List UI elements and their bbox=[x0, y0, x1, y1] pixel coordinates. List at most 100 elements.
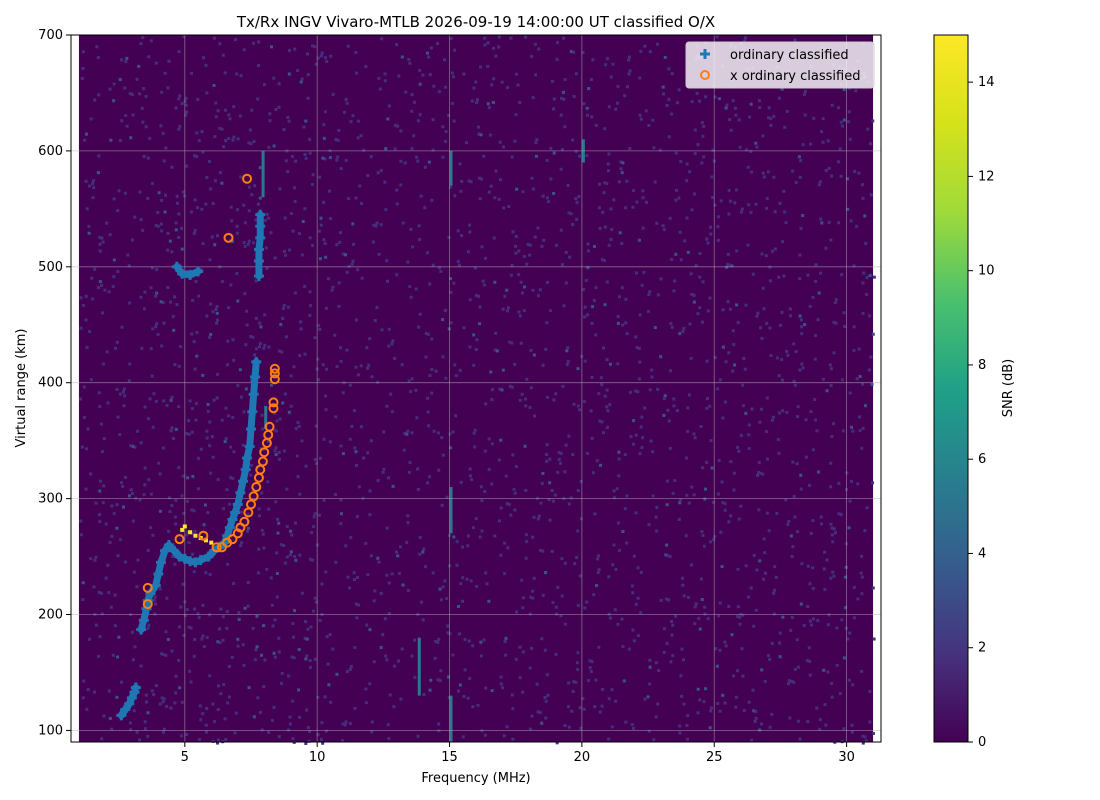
noise-speck bbox=[536, 710, 540, 714]
noise-speck bbox=[768, 657, 772, 661]
noise-speck bbox=[503, 294, 507, 298]
noise-speck bbox=[813, 398, 817, 402]
noise-speck bbox=[706, 617, 710, 621]
noise-speck bbox=[701, 134, 705, 138]
noise-speck bbox=[683, 239, 687, 243]
noise-speck bbox=[208, 258, 212, 262]
noise-speck bbox=[744, 303, 748, 307]
noise-speck bbox=[665, 641, 669, 645]
noise-speck bbox=[696, 687, 700, 691]
noise-speck bbox=[825, 558, 829, 562]
noise-speck bbox=[458, 368, 462, 372]
noise-speck bbox=[281, 401, 285, 405]
noise-speck bbox=[648, 658, 652, 662]
noise-speck bbox=[282, 249, 286, 253]
noise-speck bbox=[749, 149, 753, 153]
noise-speck bbox=[818, 728, 822, 732]
noise-speck bbox=[862, 271, 866, 275]
noise-speck bbox=[453, 363, 457, 367]
noise-speck bbox=[120, 481, 124, 485]
noise-speck bbox=[594, 123, 598, 127]
noise-speck bbox=[389, 392, 393, 396]
noise-speck bbox=[303, 207, 307, 211]
noise-speck bbox=[220, 127, 224, 131]
noise-speck bbox=[857, 171, 861, 175]
noise-speck bbox=[632, 639, 636, 643]
noise-speck bbox=[160, 696, 164, 700]
noise-speck bbox=[276, 531, 280, 535]
noise-speck bbox=[152, 598, 156, 602]
noise-speck bbox=[79, 533, 83, 537]
noise-speck bbox=[289, 374, 293, 378]
noise-speck bbox=[399, 697, 403, 701]
noise-speck bbox=[560, 96, 564, 100]
noise-speck bbox=[201, 242, 205, 246]
noise-speck bbox=[837, 221, 841, 225]
noise-speck bbox=[739, 504, 743, 508]
noise-speck bbox=[616, 622, 620, 626]
noise-speck bbox=[260, 653, 264, 657]
noise-speck bbox=[272, 651, 276, 655]
noise-speck bbox=[490, 398, 494, 402]
noise-speck bbox=[746, 165, 750, 169]
noise-speck bbox=[185, 110, 189, 114]
noise-speck bbox=[337, 128, 341, 132]
noise-speck bbox=[266, 439, 270, 443]
noise-speck bbox=[304, 119, 308, 123]
noise-speck bbox=[735, 249, 739, 253]
noise-speck bbox=[551, 79, 555, 83]
noise-speck bbox=[116, 269, 120, 273]
noise-speck bbox=[98, 249, 102, 253]
noise-speck bbox=[826, 623, 830, 627]
noise-speck bbox=[860, 554, 864, 558]
noise-speck bbox=[113, 593, 117, 597]
noise-speck bbox=[446, 624, 450, 628]
noise-speck bbox=[341, 722, 345, 726]
noise-speck bbox=[847, 120, 851, 124]
noise-speck bbox=[272, 76, 276, 80]
noise-speck bbox=[344, 720, 348, 724]
noise-speck bbox=[377, 560, 381, 564]
noise-speck bbox=[450, 101, 454, 105]
noise-speck bbox=[170, 426, 174, 430]
noise-speck bbox=[665, 103, 669, 107]
noise-speck bbox=[277, 636, 281, 640]
noise-speck bbox=[630, 723, 634, 727]
noise-speck bbox=[321, 741, 325, 745]
noise-speck bbox=[457, 263, 461, 267]
noise-speck bbox=[543, 695, 547, 699]
noise-speck bbox=[582, 315, 586, 319]
noise-speck bbox=[648, 682, 652, 686]
noise-speck bbox=[387, 104, 391, 108]
noise-speck bbox=[514, 234, 518, 238]
noise-speck bbox=[395, 43, 399, 47]
noise-speck bbox=[780, 87, 784, 91]
noise-speck bbox=[857, 347, 861, 351]
noise-speck bbox=[714, 647, 718, 651]
noise-speck bbox=[541, 471, 545, 475]
noise-speck bbox=[589, 669, 593, 673]
noise-speck bbox=[774, 575, 778, 579]
noise-speck bbox=[208, 420, 212, 424]
noise-speck bbox=[427, 475, 431, 479]
noise-speck bbox=[428, 282, 432, 286]
noise-speck bbox=[118, 433, 122, 437]
noise-speck bbox=[584, 279, 588, 283]
noise-speck bbox=[139, 218, 143, 222]
noise-speck bbox=[195, 354, 199, 358]
noise-speck bbox=[368, 682, 372, 686]
noise-speck bbox=[868, 142, 872, 146]
noise-speck bbox=[365, 346, 369, 350]
noise-speck bbox=[324, 306, 328, 310]
noise-speck bbox=[381, 470, 385, 474]
noise-speck bbox=[418, 238, 422, 242]
noise-speck bbox=[87, 224, 91, 228]
noise-speck bbox=[699, 424, 703, 428]
noise-speck bbox=[85, 207, 89, 211]
noise-speck bbox=[611, 563, 615, 567]
noise-speck bbox=[354, 365, 358, 369]
noise-speck bbox=[567, 434, 571, 438]
noise-speck bbox=[438, 266, 442, 270]
noise-speck bbox=[639, 49, 643, 53]
noise-speck bbox=[468, 676, 472, 680]
